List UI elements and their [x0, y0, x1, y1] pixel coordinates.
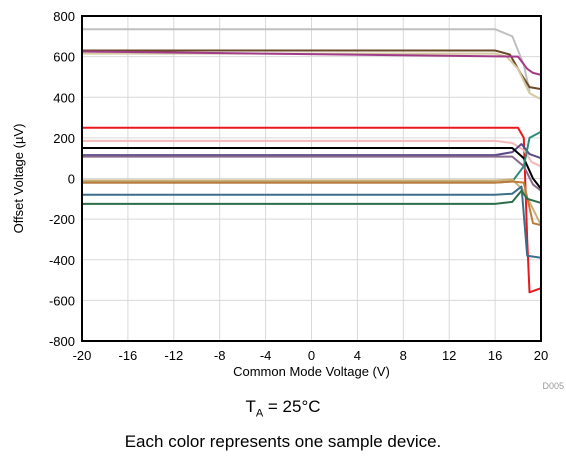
x-tick-label: 4: [354, 348, 361, 363]
x-tick-label: 20: [534, 348, 548, 363]
series-line: [81, 155, 542, 192]
series-line: [81, 189, 542, 205]
y-tick-label: -400: [49, 253, 75, 268]
series-line: [81, 185, 542, 259]
series-line: [81, 50, 542, 76]
y-tick-label: 800: [53, 9, 75, 24]
y-tick-labels: 800 600 400 200 0 -200 -400 -600 -800: [49, 9, 75, 349]
series-line: [81, 147, 542, 190]
series-line: [81, 178, 542, 227]
series-line: [81, 49, 542, 91]
y-tick-label: -600: [49, 293, 75, 308]
y-axis-title: Offset Voltage (µV): [11, 124, 26, 234]
x-tick-label: -20: [73, 348, 92, 363]
series-line: [81, 180, 542, 227]
y-tick-label: 200: [53, 131, 75, 146]
condition-value: = 25°C: [263, 397, 321, 416]
x-tick-label: 16: [488, 348, 502, 363]
x-tick-labels: -20 -16 -12 -8 -4 0 4 8 12 16 20: [73, 348, 549, 363]
x-tick-label: 8: [400, 348, 407, 363]
figure-id: D005: [542, 381, 564, 391]
y-tick-label: 0: [68, 172, 75, 187]
x-axis-title: Common Mode Voltage (V): [233, 364, 390, 379]
condition-subscript: A: [255, 407, 264, 420]
x-tick-label: -12: [164, 348, 183, 363]
condition-label: T: [245, 397, 256, 416]
series-lines: [81, 28, 542, 294]
y-tick-label: -800: [49, 334, 75, 349]
y-tick-label: 600: [53, 50, 75, 65]
temperature-condition: TA = 25°C: [0, 397, 566, 419]
figure-caption: Each color represents one sample device.: [124, 432, 442, 451]
x-tick-label: -16: [119, 348, 138, 363]
x-tick-label: 0: [308, 348, 315, 363]
series-line: [81, 28, 531, 93]
x-tick-label: -8: [214, 348, 226, 363]
y-tick-label: -200: [49, 212, 75, 227]
x-tick-label: -4: [260, 348, 272, 363]
y-tick-label: 400: [53, 90, 75, 105]
x-tick-label: 12: [442, 348, 456, 363]
series-line: [81, 52, 542, 101]
plot-frame: [81, 15, 542, 342]
series-line: [81, 143, 542, 160]
offset-voltage-chart: -20 -16 -12 -8 -4 0 4 8 12 16 20 800 600 400 200 0 -200…: [11, 9, 564, 391]
grid: [81, 15, 542, 342]
